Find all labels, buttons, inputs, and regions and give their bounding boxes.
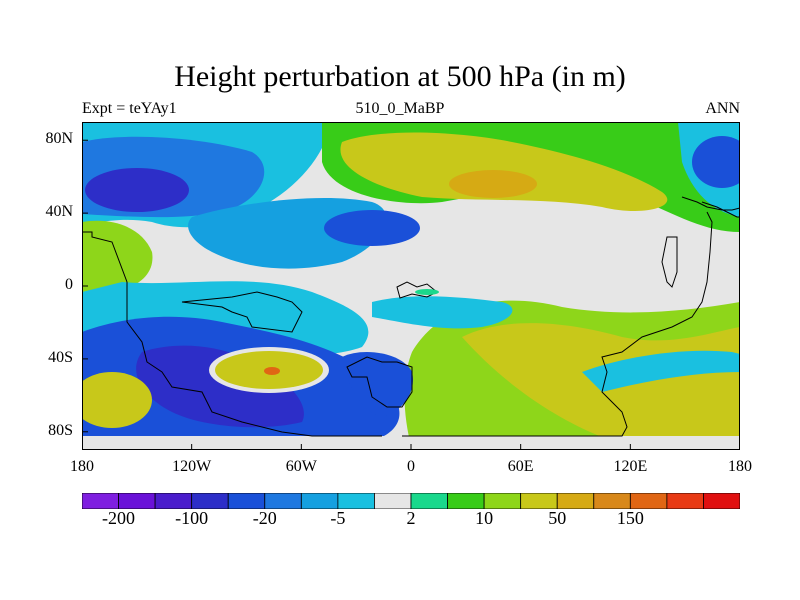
time-label: 510_0_MaBP: [355, 100, 445, 117]
x-tick-label: 60E: [507, 458, 534, 475]
antarctic-neutral-strip: [82, 436, 740, 450]
contour-high-south-pacific-core: [264, 367, 280, 375]
x-tick-label: 120W: [172, 458, 212, 475]
colorbar-label: -200: [102, 508, 136, 528]
colorbar-swatch: [666, 493, 704, 509]
chart-title: Height perturbation at 500 hPa (in m): [174, 60, 626, 93]
contour-region-central-blue: [188, 197, 387, 269]
colorbar-swatch: [374, 493, 412, 509]
colorbar-label: 10: [475, 508, 494, 528]
x-tick-label: 0: [407, 458, 415, 475]
contour-map: [82, 122, 740, 450]
contour-low-north-pacific: [85, 168, 189, 212]
continent-outline-east-coast: [681, 196, 740, 211]
colorbar-label: 50: [548, 508, 567, 528]
contour-low-north-atlantic: [324, 210, 420, 246]
colorbar-label: -5: [330, 508, 346, 528]
y-tick-label: 80N: [45, 130, 73, 148]
contour-region-south-deep: [136, 345, 304, 428]
y-tick-label: 40S: [48, 348, 73, 366]
colorbar-swatch: [337, 493, 375, 509]
continent-outline-eurasia-east: [402, 201, 740, 437]
contour-region-australia-streak: [582, 350, 740, 392]
colorbar-swatch: [556, 493, 595, 509]
colorbar-swatch: [191, 493, 229, 509]
colorbar-swatch: [483, 493, 522, 509]
y-tick-label: 80S: [48, 421, 73, 439]
colorbar-label: 150: [616, 508, 644, 528]
colorbar-swatch: [520, 493, 558, 509]
colorbar-label: -20: [252, 508, 277, 528]
colorbar-swatch: [447, 493, 485, 509]
colorbar-swatch: [300, 493, 339, 509]
contour-low-east-pacific: [692, 136, 740, 188]
contour-region-south-atlantic: [342, 352, 413, 417]
x-tick-label: 180: [728, 458, 752, 475]
continent-outline-americas: [82, 231, 382, 437]
colorbar-swatch: [410, 493, 448, 509]
colorbar: [82, 493, 740, 509]
contour-region-equatorial-atlantic: [372, 296, 513, 329]
contour-high-central-asia: [449, 170, 537, 198]
colorbar-swatch: [593, 493, 631, 509]
x-tick-label: 180: [70, 458, 94, 475]
colorbar-swatch: [629, 493, 668, 509]
colorbar-swatch: [703, 493, 740, 509]
colorbar-swatch: [82, 493, 119, 509]
contour-spot-equator: [415, 289, 439, 295]
colorbar-swatch: [264, 493, 302, 509]
contour-high-southwest: [82, 372, 152, 428]
season-label: ANN: [705, 100, 740, 117]
map-tick-marks: [82, 139, 740, 450]
x-tick-label: 120E: [613, 458, 648, 475]
y-tick-label: 40N: [45, 203, 73, 221]
colorbar-label: -100: [175, 508, 209, 528]
colorbar-swatch: [154, 493, 193, 509]
experiment-label: Expt = teYAy1: [82, 100, 177, 117]
colorbar-swatch: [118, 493, 156, 509]
colorbar-swatch: [227, 493, 266, 509]
continent-outline-africa: [346, 356, 413, 408]
y-tick-label: 0: [65, 276, 73, 293]
colorbar-label: 2: [406, 508, 416, 528]
x-tick-label: 60W: [285, 458, 317, 475]
